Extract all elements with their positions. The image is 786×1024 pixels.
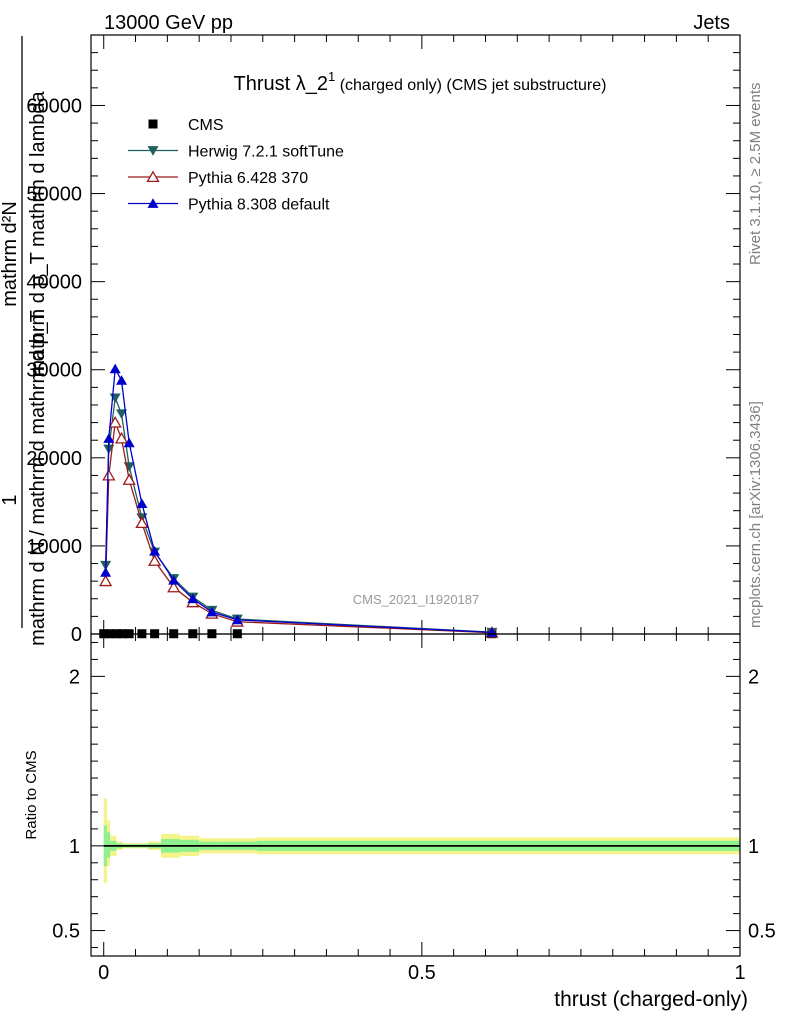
- data-point-pythia: [122, 473, 136, 485]
- legend-label: Pythia 6.428 370: [188, 170, 308, 187]
- legend-marker: [146, 170, 160, 183]
- data-point-pythia: [108, 416, 122, 428]
- xlabel: thrust (charged-only): [554, 988, 748, 1011]
- ylabel-bottom: mathrm d N / mathrm d mathrm d p_T: [27, 310, 49, 646]
- legend-label: Pythia 8.308 default: [188, 197, 330, 214]
- data-point-pythia: [136, 498, 148, 509]
- legend-marker: [148, 119, 158, 129]
- y-tick-label: 50000: [26, 184, 82, 206]
- data-point-pythia: [116, 375, 128, 385]
- series-line-herwig: [104, 397, 492, 633]
- y-tick-label: 20000: [26, 448, 82, 470]
- chart-title-main: Thrust λ_2: [234, 73, 328, 95]
- data-point-pythia: [206, 606, 218, 617]
- data-point-pythia: [148, 554, 162, 566]
- main-axis-ticks: 0 10000 20000 30000 40000 50000 60000: [26, 35, 741, 646]
- data-point-pythia: [168, 575, 180, 585]
- ylabel-one: 1: [0, 494, 21, 505]
- ratio-y-tick-label-right: 2: [748, 666, 759, 688]
- data-point-pythia: [102, 468, 116, 481]
- ratio-panel: 0.5 0.51 12 20 0.5 1 Ratio to CMS thrust (cha…: [23, 633, 776, 1011]
- legend-label: CMS: [188, 117, 224, 134]
- data-point-pythia: [103, 433, 115, 443]
- y-tick-label: 60000: [26, 95, 82, 117]
- ratio-y-tick-label: 2: [69, 666, 80, 688]
- ratio-y-tick-label: 0.5: [52, 921, 80, 943]
- data-point-pythia: [187, 593, 199, 604]
- data-point-pythia: [123, 437, 135, 448]
- ylabel-top: mathrm d²N: [0, 201, 21, 307]
- ratio-y-tick-label: 1: [69, 836, 80, 858]
- ylabel-top-2: mathrm d p_T mathrm d lambda: [27, 90, 49, 376]
- rivet-version-label: Rivet 3.1.10, ≥ 2.5M events: [747, 83, 764, 266]
- y-tick-label: 30000: [26, 360, 82, 382]
- data-point-pythia: [100, 567, 112, 577]
- y-tick-label: 0: [71, 624, 82, 646]
- legend-label: Herwig 7.2.1 softTune: [188, 144, 344, 161]
- y-tick-label: 40000: [26, 272, 82, 294]
- series-line-pythia: [104, 366, 492, 634]
- data-point-pythia: [231, 614, 243, 625]
- legend-marker: [147, 198, 159, 208]
- ratio-ylabel: Ratio to CMS: [23, 750, 40, 839]
- data-point-pythia: [167, 580, 181, 593]
- analysis-label: CMS_2021_I1920187: [353, 592, 480, 607]
- x-tick-label: 1: [734, 962, 745, 984]
- mcplots-label: mcplots.cern.ch [arXiv:1306.3436]: [747, 401, 764, 628]
- data-point-pythia: [99, 574, 113, 587]
- chart-title: Thrust λ_21 (charged only) (CMS jet subs…: [234, 69, 607, 95]
- chart-title-rest: (charged only) (CMS jet substructure): [335, 77, 606, 94]
- legend-marker: [147, 146, 159, 156]
- data-point-herwig: [116, 409, 128, 420]
- process-label: Jets: [693, 12, 730, 34]
- data-point-pythia: [135, 516, 149, 529]
- data-point-pythia: [109, 363, 121, 374]
- chart-title-sup: 1: [328, 69, 335, 84]
- legend: CMS Herwig 7.2.1 softTune Pythia 6.428 370…: [128, 117, 344, 214]
- x-tick-label: 0.5: [408, 962, 436, 984]
- y-tick-label: 10000: [26, 536, 82, 558]
- ratio-axis-ticks: 0.5 0.51 12 20 0.5 1: [52, 634, 776, 984]
- data-point-pythia: [114, 431, 129, 444]
- data-point-pythia: [149, 545, 161, 556]
- main-panel: 0 10000 20000 30000 40000 50000 60000 Thrust λ…: [0, 34, 741, 646]
- ratio-y-tick-label-right: 1: [748, 836, 759, 858]
- ratio-frame: [90, 633, 741, 957]
- ratio-bands: [103, 798, 740, 884]
- data-point-herwig: [109, 393, 121, 404]
- x-tick-label: 0: [98, 962, 109, 984]
- ratio-y-tick-label-right: 0.5: [748, 921, 776, 943]
- energy-label: 13000 GeV pp: [104, 12, 233, 34]
